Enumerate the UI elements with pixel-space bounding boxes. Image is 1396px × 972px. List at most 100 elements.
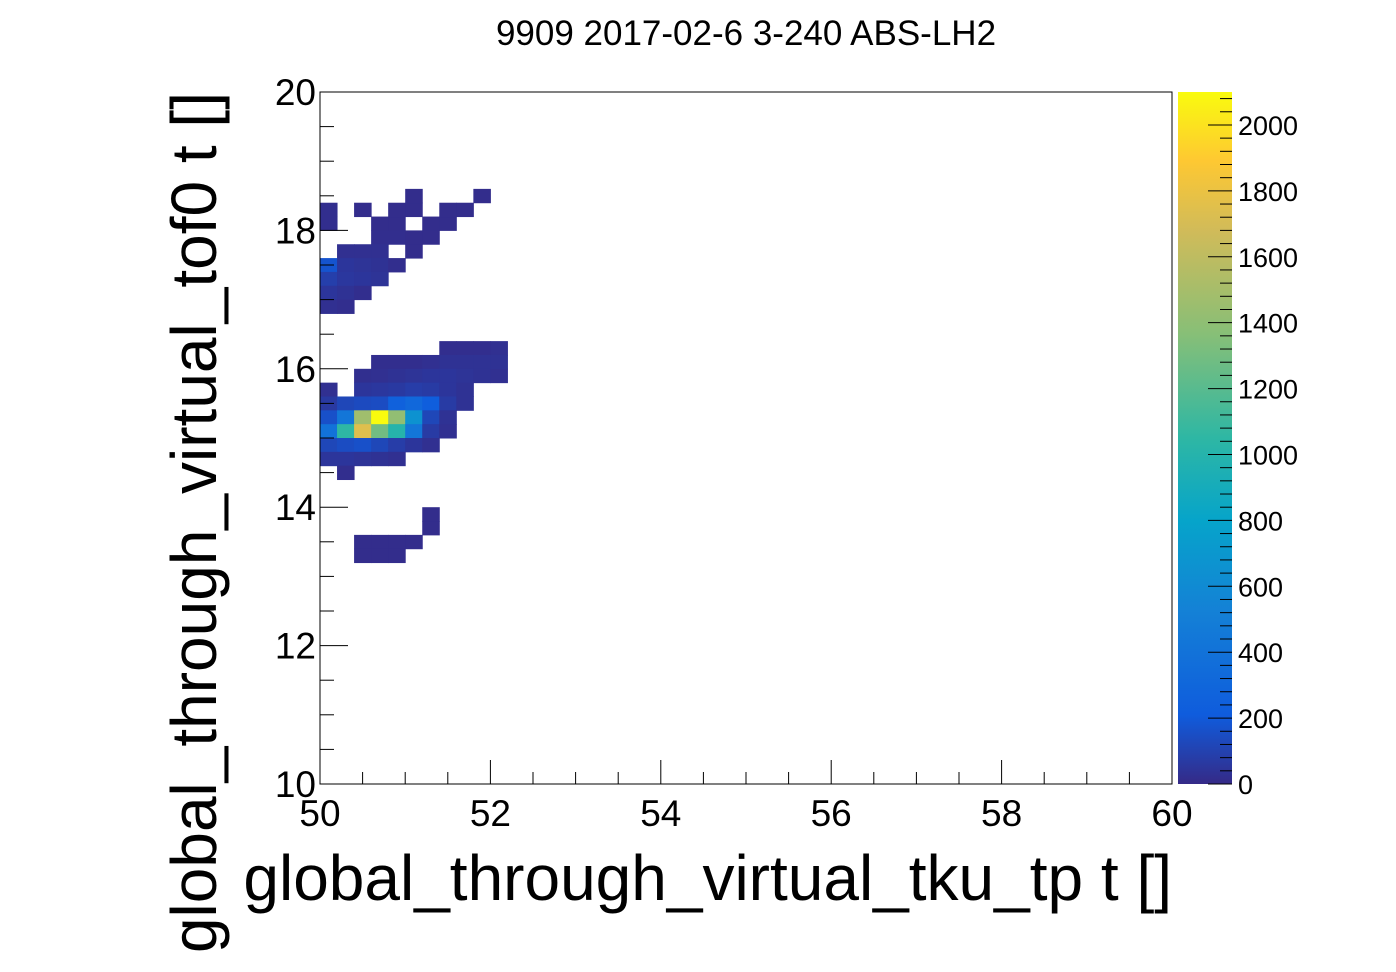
heatmap-bin: [405, 534, 423, 550]
heatmap-bin: [422, 521, 440, 536]
heatmap-bin: [371, 424, 389, 439]
heatmap-bin: [388, 438, 406, 453]
heatmap-bin: [371, 382, 389, 397]
heatmap-bin: [405, 368, 423, 384]
heatmap-bin: [422, 382, 440, 397]
heatmap-bin: [354, 368, 372, 384]
heatmap-bin: [422, 230, 440, 245]
heatmap-bin: [388, 410, 406, 425]
heatmap-bin: [354, 424, 372, 439]
heatmap-bin: [473, 368, 491, 384]
heatmap-bin: [422, 396, 440, 411]
heatmap-bin: [422, 354, 440, 370]
heatmap-bin: [371, 410, 389, 425]
heatmap-bin: [320, 299, 338, 314]
heatmap-bin: [354, 244, 372, 259]
heatmap-bin: [337, 465, 355, 481]
heatmap-bin: [456, 368, 474, 384]
heatmap-bin: [337, 258, 355, 273]
heatmap-bin: [320, 216, 338, 231]
heatmap-bin: [337, 438, 355, 453]
heatmap-bin: [439, 216, 457, 231]
z-tick-label: 1400: [1238, 309, 1298, 339]
heatmap-bin: [388, 230, 406, 245]
heatmap-bin: [337, 410, 355, 425]
heatmap-bin: [354, 534, 372, 550]
z-tick-label: 1600: [1238, 243, 1298, 273]
heatmap-bin: [388, 382, 406, 397]
heatmap-bin: [388, 548, 406, 564]
heatmap-bin: [337, 244, 355, 259]
heatmap-bin: [490, 354, 508, 370]
heatmap-bin: [354, 451, 372, 467]
heatmap-bin: [439, 341, 457, 356]
z-tick-label: 2000: [1238, 111, 1298, 141]
x-tick-label: 60: [1151, 793, 1192, 834]
heatmap-bin: [320, 202, 338, 218]
heatmap-bin: [388, 396, 406, 411]
heatmap-bin: [320, 410, 338, 425]
heatmap-bin: [422, 368, 440, 384]
heatmap-bin: [354, 258, 372, 273]
heatmap-bin: [456, 396, 474, 411]
heatmap-bin: [337, 424, 355, 439]
heatmap-bin: [337, 271, 355, 287]
y-tick-label: 18: [275, 210, 316, 251]
heatmap-bin: [439, 410, 457, 425]
heatmap-bin: [405, 438, 423, 453]
heatmap-bin: [371, 396, 389, 411]
x-tick-label: 56: [811, 793, 852, 834]
heatmap-bin: [354, 410, 372, 425]
heatmap-bin: [405, 354, 423, 370]
heatmap-bin: [354, 396, 372, 411]
heatmap-bin: [439, 396, 457, 411]
x-axis-label: global_through_virtual_tku_tp t []: [243, 842, 1172, 914]
heatmap-bin: [371, 368, 389, 384]
heatmap-bin: [439, 382, 457, 397]
heatmap-bin: [439, 424, 457, 439]
z-tick-label: 400: [1238, 638, 1283, 668]
x-tick-label: 58: [981, 793, 1022, 834]
heatmap-bin: [371, 534, 389, 550]
heatmap-bin: [388, 202, 406, 218]
heatmap-bin: [456, 341, 474, 356]
heatmap-bin: [405, 244, 423, 259]
heatmap-bin: [456, 202, 474, 218]
chart-title: 9909 2017-02-6 3-240 ABS-LH2: [496, 14, 996, 53]
y-tick-label: 14: [275, 487, 316, 528]
heatmap-bin: [490, 368, 508, 384]
heatmap-bin: [320, 451, 338, 467]
z-tick-label: 200: [1238, 704, 1283, 734]
heatmap-bin: [388, 354, 406, 370]
heatmap-bin: [473, 188, 491, 204]
z-tick-label: 600: [1238, 572, 1283, 602]
z-tick-label: 1200: [1238, 375, 1298, 405]
x-axis: 50 52 54 56 58 60: [299, 760, 1193, 834]
y-tick-label: 16: [275, 349, 316, 390]
heatmap-bin: [371, 230, 389, 245]
heatmap-bin: [371, 244, 389, 259]
x-tick-label: 54: [640, 793, 681, 834]
y-tick-label: 20: [275, 72, 316, 113]
heatmap-bin: [388, 424, 406, 439]
heatmap-bin: [371, 258, 389, 273]
heatmap-bin: [337, 299, 355, 314]
heatmap-bin: [490, 341, 508, 356]
y-tick-label: 12: [275, 626, 316, 667]
heatmap-bin: [422, 410, 440, 425]
heatmap-bin: [388, 216, 406, 231]
y-tick-label: 10: [275, 764, 316, 805]
heatmap-bin: [405, 424, 423, 439]
heatmap-bin: [337, 451, 355, 467]
heatmap-bin: [354, 382, 372, 397]
heatmap-bin: [439, 354, 457, 370]
heatmap-bin: [354, 271, 372, 287]
z-tick-label: 0: [1238, 770, 1253, 800]
heatmap-bin: [371, 271, 389, 287]
color-scale-axis: 0 200 400 600 800 1000 1200 1400 1600 1800 2000: [1208, 98, 1298, 800]
heatmap-bin: [371, 548, 389, 564]
heatmap-bin: [388, 451, 406, 467]
heatmap-bin: [405, 410, 423, 425]
heatmap-bin: [473, 341, 491, 356]
